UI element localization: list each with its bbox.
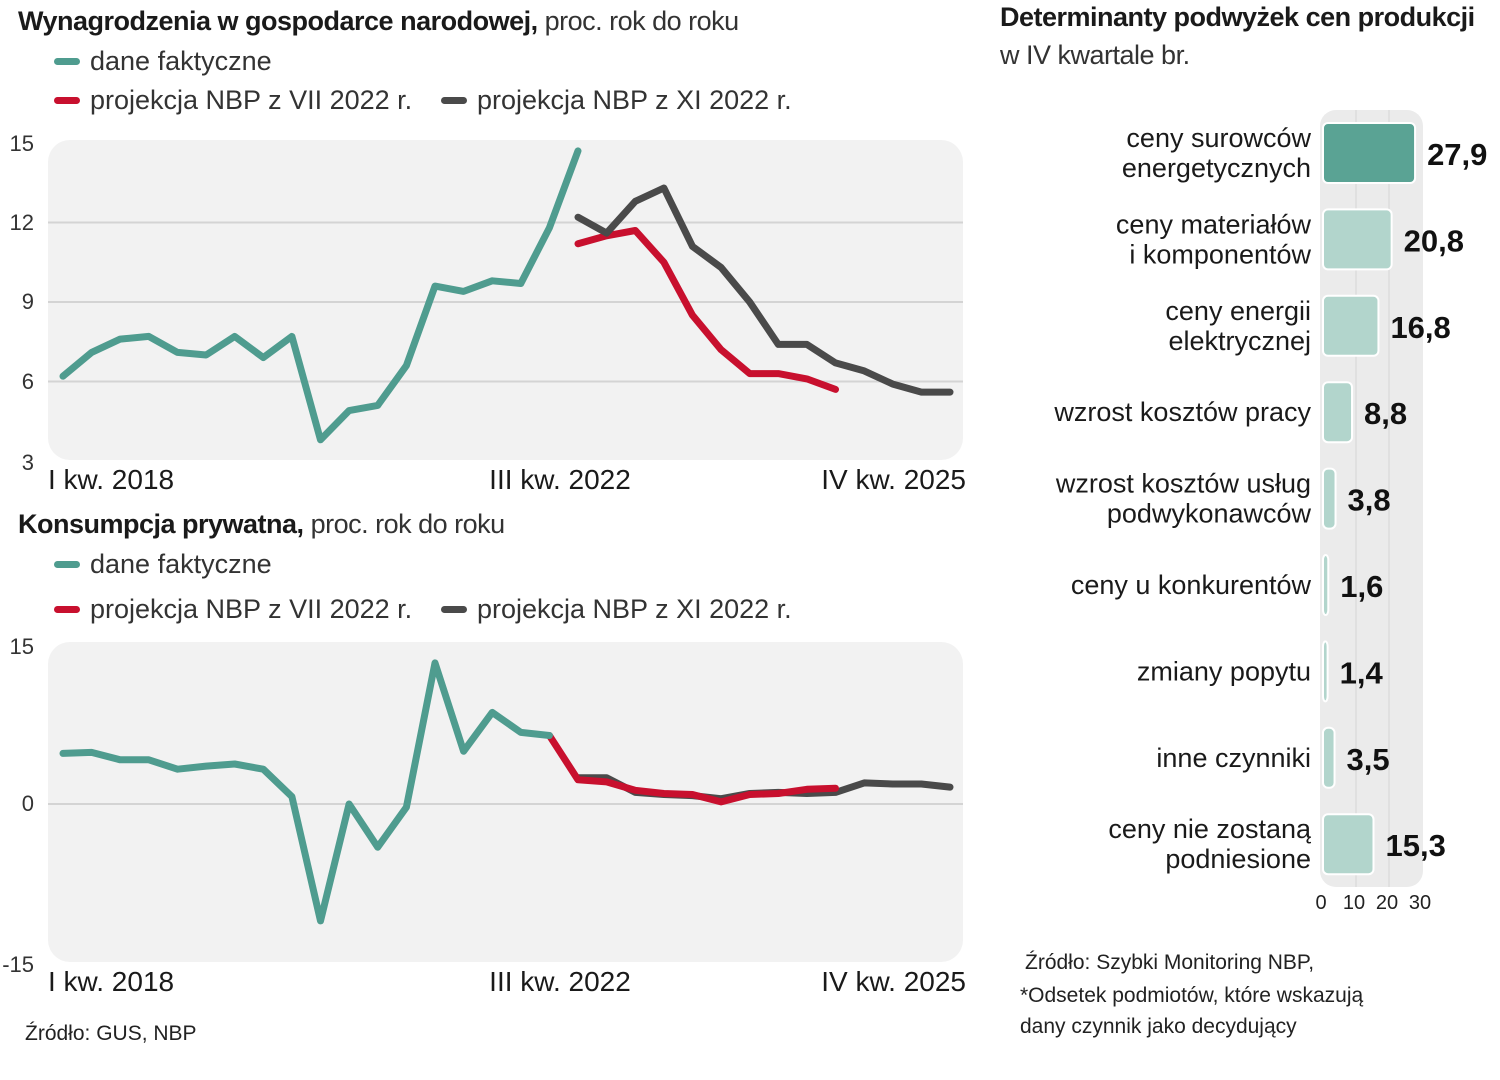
series-line-proj_xi xyxy=(574,184,954,396)
consumption-chart-title: Konsumpcja prywatna, proc. rok do roku xyxy=(18,509,505,540)
plot-panel xyxy=(48,642,963,962)
wages-title-bold: Wynagrodzenia w gospodarce narodowej, xyxy=(18,6,538,36)
y-tick-label: 12 xyxy=(10,210,34,235)
bar-category-label: ceny materiałów xyxy=(1116,209,1312,239)
bar-category-label: ceny surowców xyxy=(1126,123,1311,153)
wages-subtitle: proc. rok do roku xyxy=(537,6,740,36)
bar-value-label: 3,5 xyxy=(1347,742,1390,777)
bar xyxy=(1322,208,1393,271)
consumption-legend-actual: dane faktyczne xyxy=(54,549,272,580)
x-tick-label: III kw. 2022 xyxy=(489,966,631,997)
bar-category-label: podwykonawców xyxy=(1107,499,1312,529)
bar-value-label: 16,8 xyxy=(1390,310,1450,345)
y-tick-label: 0 xyxy=(22,791,34,816)
series-line-proj_vii xyxy=(574,227,839,393)
bar xyxy=(1322,122,1417,184)
plot-panel xyxy=(48,140,963,460)
x-tick-label: I kw. 2018 xyxy=(48,464,174,495)
bar xyxy=(1322,813,1375,876)
bar-category-label: wzrost kosztów pracy xyxy=(1053,397,1311,427)
bar-category-label: energetycznych xyxy=(1122,153,1311,183)
bar xyxy=(1322,467,1337,530)
bar-value-label: 20,8 xyxy=(1404,223,1464,258)
legend-label: dane faktyczne xyxy=(90,549,272,579)
legend-label: dane faktyczne xyxy=(90,46,272,76)
bar-category-label: ceny nie zostaną xyxy=(1108,814,1312,844)
bar-category-label: wzrost kosztów usług xyxy=(1055,469,1311,499)
bar-category-label: zmiany popytu xyxy=(1137,656,1311,686)
legend-swatch-actual xyxy=(54,58,80,65)
legend-label: projekcja NBP z XI 2022 r. xyxy=(477,594,792,624)
x-tick-label: III kw. 2022 xyxy=(489,464,631,495)
y-tick-label: 9 xyxy=(22,289,34,314)
bar-chart-title: Determinanty podwyżek cen produkcji xyxy=(1000,2,1475,32)
bar xyxy=(1322,726,1336,789)
consumption-subtitle: proc. rok do roku xyxy=(303,509,506,539)
legend-swatch-vii xyxy=(54,97,80,104)
bar xyxy=(1322,294,1380,357)
y-tick-label: 15 xyxy=(10,634,34,659)
legend-swatch-xi xyxy=(441,97,467,104)
consumption-legend-vii: projekcja NBP z VII 2022 r. xyxy=(54,594,412,625)
bar-category-label: ceny u konkurentów xyxy=(1071,570,1312,600)
bar-x-tick-label: 10 xyxy=(1343,892,1365,914)
bar-value-label: 1,4 xyxy=(1340,655,1384,690)
bar-category-label: i komponentów xyxy=(1129,239,1311,269)
bar xyxy=(1322,640,1329,703)
bar-value-label: 1,6 xyxy=(1340,569,1383,604)
bar-category-label: podniesione xyxy=(1165,844,1311,874)
wages-legend-actual: dane faktyczne xyxy=(54,46,272,77)
consumption-legend-xi: projekcja NBP z XI 2022 r. xyxy=(441,594,792,625)
right-source-line-2: *Odsetek podmiotów, które wskazują xyxy=(1020,984,1364,1007)
left-source: Źródło: GUS, NBP xyxy=(25,1022,197,1045)
bar-x-tick-label: 0 xyxy=(1315,892,1326,914)
wages-legend-xi: projekcja NBP z XI 2022 r. xyxy=(441,85,792,116)
bar-value-label: 27,9 xyxy=(1427,137,1487,172)
y-tick-label: 6 xyxy=(22,369,34,394)
y-tick-label: 15 xyxy=(10,131,34,156)
bar-value-label: 3,8 xyxy=(1348,483,1391,518)
legend-label: projekcja NBP z VII 2022 r. xyxy=(90,85,413,115)
y-tick-label: 3 xyxy=(22,450,34,475)
right-source-line-1: Źródło: Szybki Monitoring NBP, xyxy=(1025,951,1315,974)
bar xyxy=(1322,381,1354,444)
bar-x-tick-label: 20 xyxy=(1376,892,1398,914)
legend-label: projekcja NBP z XI 2022 r. xyxy=(477,85,792,115)
x-tick-label: IV kw. 2025 xyxy=(821,464,966,495)
wages-chart-title: Wynagrodzenia w gospodarce narodowej, pr… xyxy=(18,6,739,37)
series-line-actual xyxy=(59,659,553,925)
bar-value-label: 8,8 xyxy=(1364,396,1407,431)
legend-label: projekcja NBP z VII 2022 r. xyxy=(90,594,413,624)
bar-category-label: elektrycznej xyxy=(1168,326,1311,356)
y-tick-label: -15 xyxy=(2,952,34,977)
consumption-title-bold: Konsumpcja prywatna, xyxy=(18,509,304,539)
legend-swatch-vii xyxy=(54,606,80,613)
bar-category-label: inne czynniki xyxy=(1156,743,1311,773)
bar-chart-subtitle: w IV kwartale br. xyxy=(1000,40,1190,70)
legend-swatch-actual xyxy=(54,561,80,568)
bar-value-label: 15,3 xyxy=(1385,828,1445,863)
x-tick-label: IV kw. 2025 xyxy=(821,966,966,997)
right-source-line-3: dany czynnik jako decydujący xyxy=(1020,1015,1297,1038)
wages-legend-vii: projekcja NBP z VII 2022 r. xyxy=(54,85,412,116)
bar-x-tick-label: 30 xyxy=(1409,892,1431,914)
bar xyxy=(1322,554,1330,616)
bar-category-label: ceny energii xyxy=(1165,296,1311,326)
legend-swatch-xi xyxy=(441,606,467,613)
x-tick-label: I kw. 2018 xyxy=(48,966,174,997)
